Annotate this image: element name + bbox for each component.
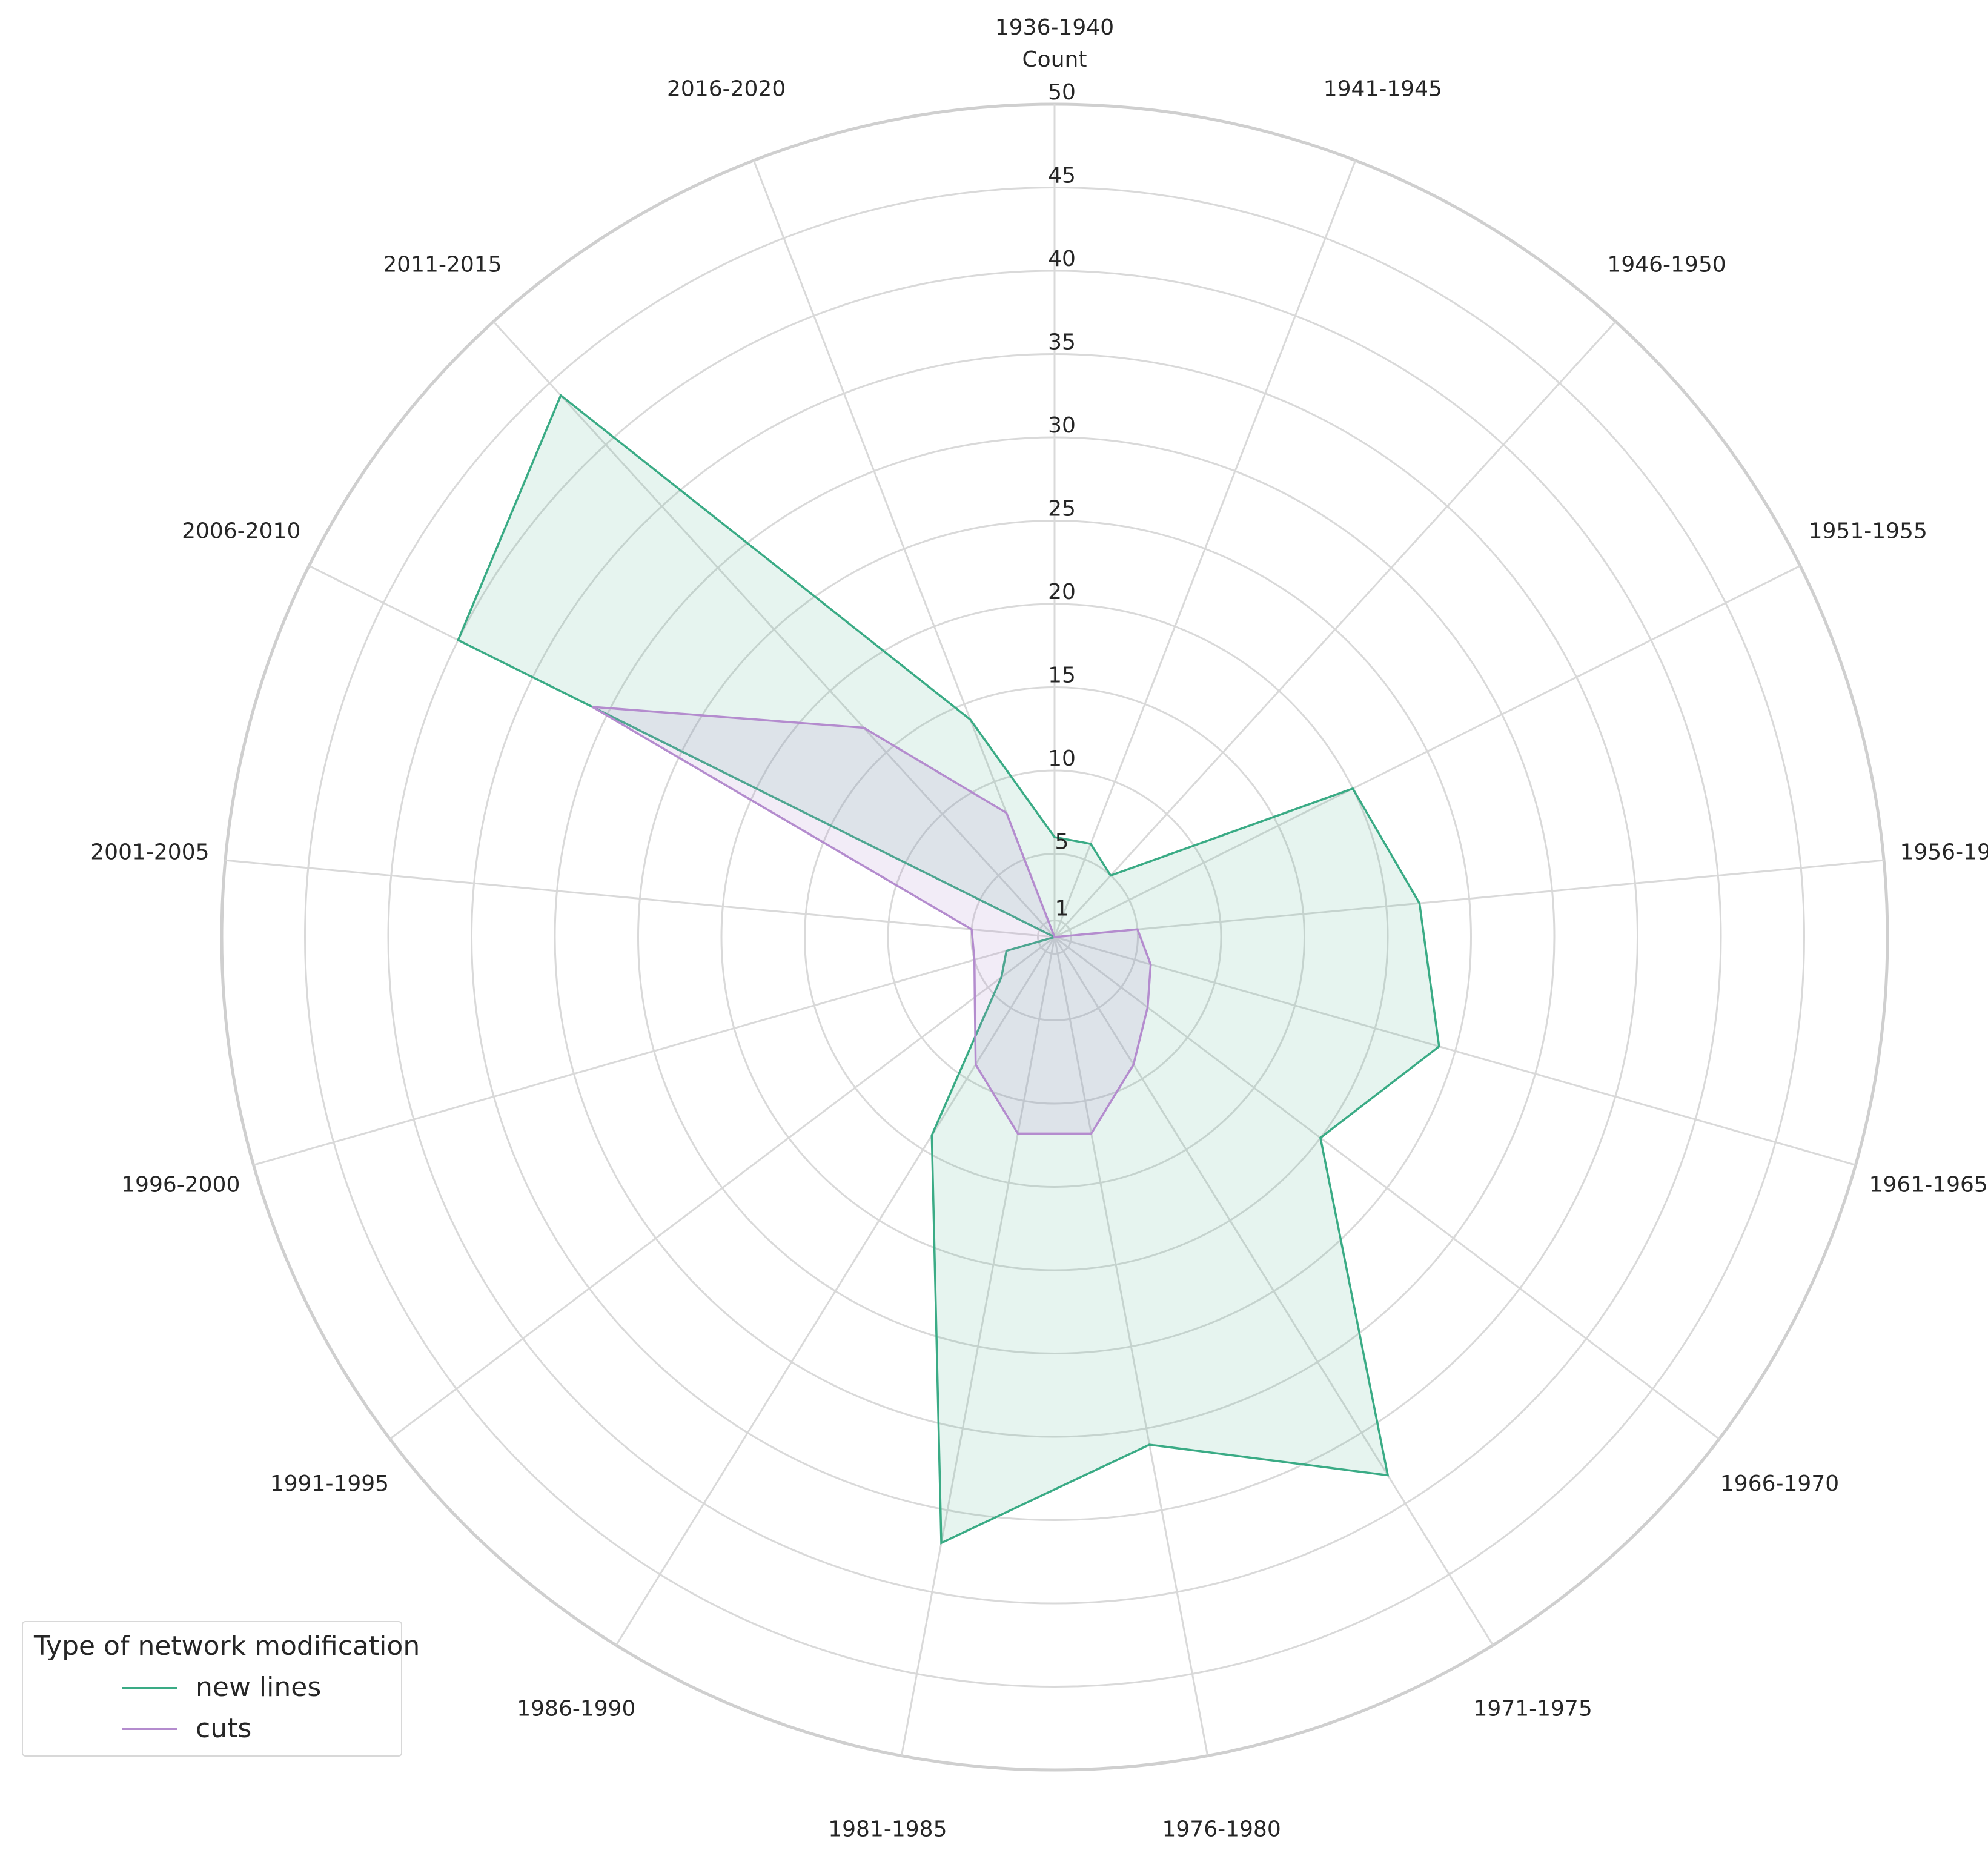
- spoke-1986-1990: [615, 936, 1056, 1646]
- category-label: 2001-2005: [90, 840, 209, 865]
- spoke-2001-2005: [225, 859, 1055, 938]
- legend-title: Type of network modification: [34, 1631, 420, 1662]
- category-label: 1936-1940: [995, 15, 1114, 40]
- radial-tick-label: 40: [1048, 247, 1076, 271]
- legend-label-new-lines: new lines: [196, 1672, 322, 1703]
- category-label: 1981-1985: [828, 1817, 947, 1841]
- series-line-new-lines: [457, 393, 1440, 1545]
- category-label: 1986-1990: [517, 1696, 635, 1721]
- category-label: 2011-2015: [383, 252, 502, 277]
- spoke-1961-1965: [1054, 936, 1856, 1166]
- category-label: 1966-1970: [1720, 1471, 1839, 1496]
- radial-tick-label: 25: [1048, 497, 1076, 522]
- radial-tick-label: 10: [1048, 746, 1076, 771]
- spoke-1951-1955: [1054, 565, 1801, 938]
- radial-grid: [220, 102, 1889, 1772]
- category-labels: 1936-1940 1941-1945 1946-1950 1951-1955 1956…: [90, 15, 1988, 1841]
- spoke-1966-1970: [1054, 936, 1720, 1440]
- radial-axis-title: Count: [1022, 47, 1087, 72]
- category-label: 1991-1995: [270, 1471, 389, 1496]
- spoke-1956-1960: [1054, 859, 1884, 938]
- legend-item-new-lines: new lines: [23, 1671, 401, 1705]
- series-area-cuts: [592, 707, 1151, 1134]
- series-area-new-lines: [458, 395, 1439, 1543]
- legend-label-cuts: cuts: [196, 1713, 252, 1744]
- category-label: 1961-1965: [1869, 1172, 1988, 1197]
- radial-tick-label: 30: [1048, 413, 1076, 438]
- radial-tick-label: 5: [1055, 830, 1069, 855]
- spoke-1941-1945: [1053, 160, 1357, 938]
- series-layer: [457, 393, 1440, 1545]
- radial-tick-label: 1: [1055, 896, 1069, 921]
- category-label: 1941-1945: [1324, 76, 1442, 101]
- category-label: 1956-1960: [1900, 840, 1988, 865]
- radial-tick-label: 35: [1048, 330, 1076, 355]
- legend-swatch-new-lines: [122, 1687, 177, 1689]
- radial-tick-label: 15: [1048, 663, 1076, 688]
- category-label: 2006-2010: [182, 519, 300, 543]
- legend-item-cuts: cuts: [23, 1712, 401, 1746]
- category-label: 1951-1955: [1809, 519, 1927, 543]
- series-line-cuts: [592, 706, 1152, 1135]
- spoke-1991-1995: [389, 936, 1055, 1440]
- spoke-2016-2020: [752, 160, 1056, 938]
- category-label: 1971-1975: [1474, 1696, 1592, 1721]
- legend: Type of network modification new lines c…: [22, 1621, 420, 1757]
- spoke-1996-2000: [253, 936, 1055, 1166]
- spoke-1981-1985: [900, 936, 1056, 1756]
- spoke-1971-1975: [1053, 936, 1494, 1646]
- radial-tick-label: 50: [1048, 80, 1076, 105]
- category-label: 2016-2020: [667, 76, 786, 101]
- category-label: 1976-1980: [1162, 1817, 1281, 1841]
- legend-swatch-cuts: [122, 1728, 177, 1730]
- spoke-1976-1980: [1053, 936, 1209, 1756]
- spoke-1946-1950: [1053, 320, 1617, 938]
- radial-tick-label: 20: [1048, 580, 1076, 605]
- radial-tick-label: 45: [1048, 164, 1076, 188]
- category-label: 1996-2000: [121, 1172, 240, 1197]
- spoke-2011-2015: [492, 320, 1056, 938]
- category-label: 1946-1950: [1607, 252, 1726, 277]
